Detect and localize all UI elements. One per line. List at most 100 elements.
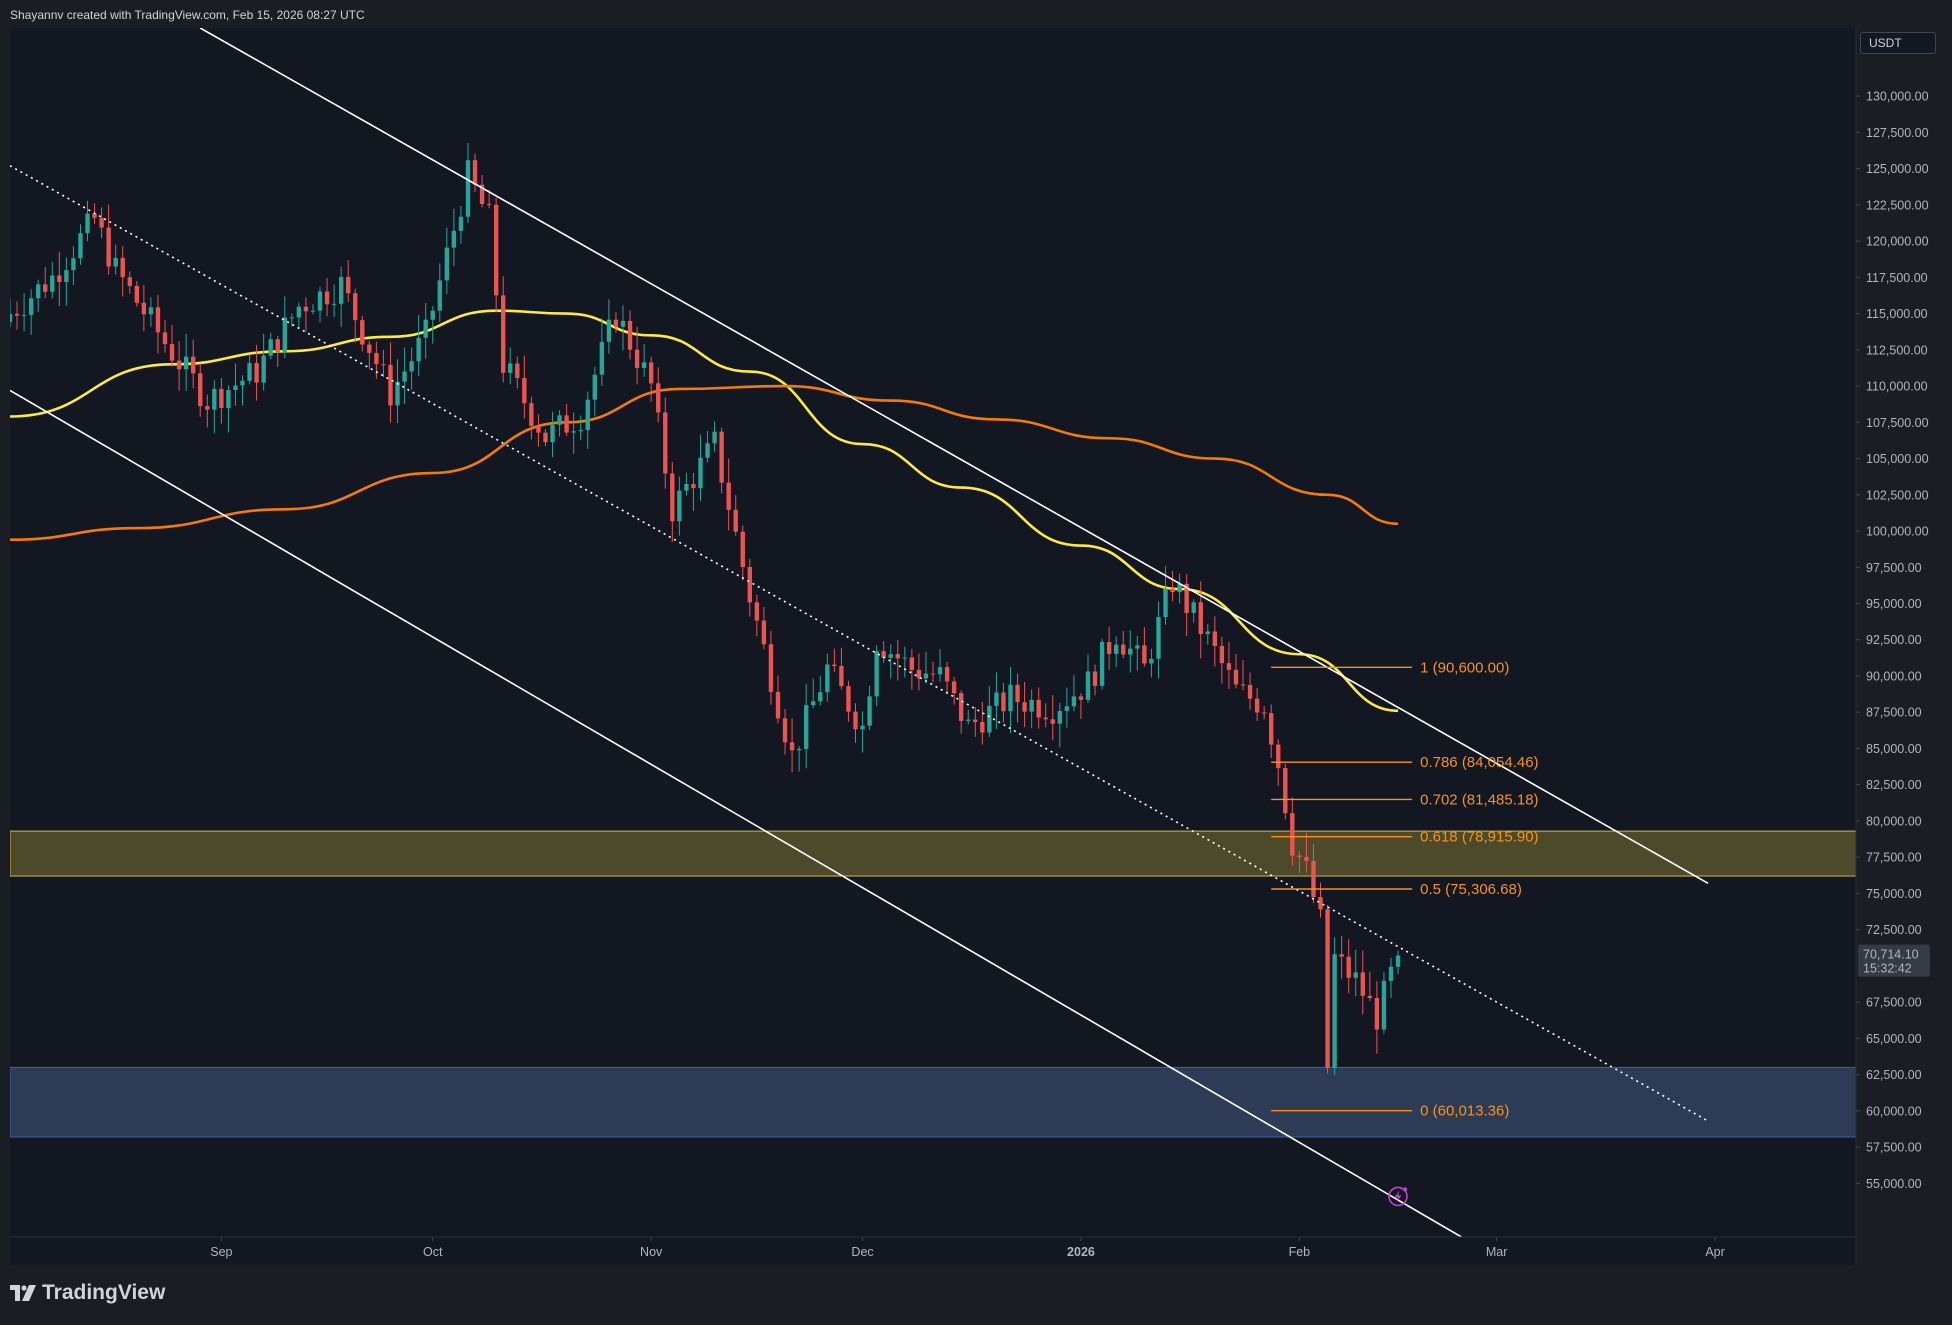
candle — [191, 339, 196, 389]
candle — [1106, 626, 1112, 671]
candle — [1226, 642, 1232, 689]
candle-body — [719, 431, 724, 483]
candle — [1177, 573, 1182, 604]
fib-level-label: 0.702 (81,485.18) — [1420, 791, 1538, 808]
candle — [712, 421, 717, 452]
candle-body — [21, 314, 27, 316]
candle — [1374, 981, 1380, 1054]
candle-body — [402, 371, 407, 382]
candle — [543, 429, 548, 447]
candle-body — [564, 415, 569, 433]
candle — [994, 672, 999, 729]
candle-body — [353, 293, 358, 321]
candle-body — [472, 160, 478, 185]
price-axis-label: 112,500.00 — [1866, 343, 1928, 357]
fib-level-label: 0.618 (78,915.90) — [1420, 829, 1538, 846]
candle — [733, 495, 738, 536]
candle — [388, 342, 393, 423]
candle-body — [106, 227, 111, 267]
candle-body — [1135, 645, 1140, 649]
tradingview-brand[interactable]: TradingView — [10, 1281, 165, 1305]
resistance-zone — [10, 830, 1856, 877]
time-axis-label: Dec — [851, 1245, 873, 1259]
candle — [585, 391, 590, 449]
price-axis-label: 125,000.00 — [1866, 162, 1929, 176]
candle — [902, 646, 908, 678]
candle — [472, 153, 478, 192]
candle — [409, 347, 414, 390]
candle-body — [296, 306, 302, 318]
candle — [254, 344, 259, 401]
candle-body — [1198, 602, 1203, 635]
candle-body — [1170, 588, 1175, 593]
fib-level-label: 0 (60,013.36) — [1420, 1103, 1509, 1120]
candle-body — [937, 667, 943, 675]
candle — [987, 686, 992, 738]
candle — [536, 414, 541, 447]
candle — [578, 415, 583, 441]
chart-credit: Shayannv created with TradingView.com, F… — [10, 8, 365, 22]
candle-body — [1022, 702, 1027, 712]
candle — [346, 260, 351, 302]
candle-body — [895, 654, 900, 659]
candle — [169, 325, 175, 367]
candle — [64, 257, 69, 306]
candle — [1233, 653, 1239, 689]
time-axis-label: Feb — [1289, 1245, 1311, 1259]
candle — [606, 299, 612, 354]
candle — [1022, 681, 1027, 727]
candle — [14, 301, 20, 330]
candle-body — [43, 284, 48, 292]
chart-plot-area[interactable] — [10, 28, 1856, 1265]
candle — [120, 246, 125, 297]
candle-body — [324, 291, 330, 305]
candle — [338, 266, 344, 328]
candle-body — [360, 320, 365, 345]
candle-body — [113, 257, 118, 267]
candle — [1043, 703, 1048, 728]
price-axis-label: 100,000.00 — [1866, 525, 1929, 539]
candle-body — [761, 620, 767, 645]
candle — [951, 677, 957, 705]
candle — [1367, 971, 1373, 1002]
price-axis-label: 82,500.00 — [1866, 778, 1922, 792]
price-axis-label: 85,000.00 — [1866, 742, 1922, 756]
candle-body — [796, 748, 802, 751]
currency-selector[interactable]: USDT — [1860, 32, 1936, 54]
candle-body — [317, 291, 323, 311]
candle — [1240, 660, 1246, 691]
candle — [240, 375, 245, 406]
candle — [324, 278, 330, 317]
candle-body — [853, 711, 858, 730]
candle-body — [944, 667, 950, 682]
candle-body — [1367, 995, 1373, 999]
candle-body — [684, 484, 689, 491]
candle — [1008, 666, 1013, 733]
candle-body — [536, 425, 541, 433]
candle-body — [1114, 644, 1119, 654]
candle — [10, 298, 13, 328]
candle-body — [1226, 663, 1232, 670]
price-axis-label: 117,500.00 — [1866, 271, 1928, 285]
candle-body — [1092, 671, 1098, 686]
candle — [803, 683, 809, 769]
candle — [1381, 972, 1387, 1034]
candle-body — [1332, 954, 1337, 1068]
candle-body — [35, 284, 41, 299]
candle-body — [501, 295, 506, 373]
candle — [867, 685, 872, 731]
candle-body — [1388, 966, 1394, 981]
candle — [1064, 687, 1070, 728]
candle — [839, 647, 844, 690]
candle-body — [916, 669, 922, 679]
candle — [789, 718, 795, 773]
candle-body — [543, 432, 548, 443]
channel-line-3 — [10, 389, 1462, 1237]
candle — [627, 310, 633, 360]
candle-body — [247, 363, 252, 381]
lightning-icon-dot — [1402, 1187, 1408, 1192]
candle-body — [754, 602, 760, 621]
candle-body — [1311, 860, 1316, 898]
